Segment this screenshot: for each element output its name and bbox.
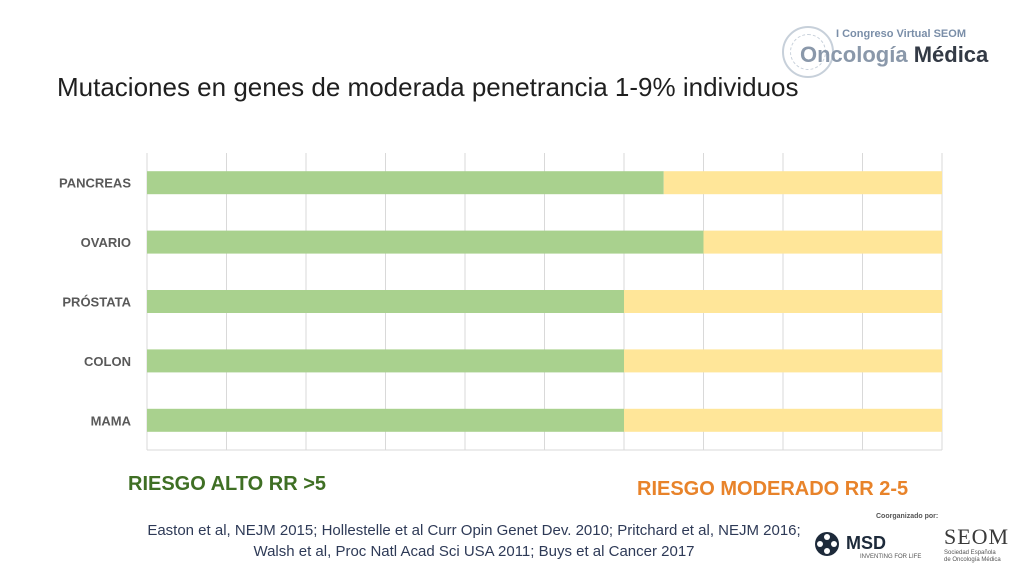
brand-logo: Oncología Médica	[800, 42, 988, 68]
category-label: PANCREAS	[59, 176, 131, 191]
bar-colon-series-2	[624, 349, 942, 373]
legend-moderate-risk: RIESGO MODERADO RR 2-5	[637, 478, 909, 500]
seom-name: SEOM	[944, 524, 1010, 549]
bar-ovario-series-1	[147, 230, 704, 254]
bar-pancreas-series-2	[663, 171, 942, 195]
coorganized-label: Coorganizado por:	[876, 513, 939, 520]
msd-tagline: INVENTING FOR LIFE	[860, 554, 922, 560]
seom-subtitle-1: Sociedad Española	[944, 550, 996, 556]
category-label: COLON	[84, 354, 131, 369]
bar-ovario-series-2	[703, 230, 942, 254]
references: Easton et al, NEJM 2015; Hollestelle et …	[124, 520, 824, 562]
legend-high-risk: RIESGO ALTO RR >5	[128, 473, 326, 495]
msd-mark-icon	[815, 532, 839, 556]
msd-logo: MSD INVENTING FOR LIFE	[812, 527, 922, 567]
seom-subtitle-2: de Oncología Médica	[944, 557, 1001, 563]
seom-logo: SEOM Sociedad Española de Oncología Médi…	[944, 524, 1016, 564]
congress-logo-inner-ring	[790, 34, 826, 70]
bar-mama-series-1	[147, 408, 624, 432]
bar-pancreas-series-1	[147, 171, 664, 195]
category-label: OVARIO	[81, 235, 131, 250]
bar-próstata-series-2	[624, 290, 942, 313]
category-label: PRÓSTATA	[62, 295, 131, 310]
reference-line-2: Walsh et al, Proc Natl Acad Sci USA 2011…	[253, 543, 695, 560]
bar-próstata-series-1	[147, 290, 624, 313]
brand-part2: Médica	[913, 42, 989, 67]
msd-name: MSD	[846, 533, 886, 553]
category-label: MAMA	[91, 413, 132, 428]
congress-logo-ring	[782, 26, 834, 78]
bar-colon-series-1	[147, 349, 624, 373]
slide-title: Mutaciones en genes de moderada penetran…	[57, 72, 799, 102]
reference-line-1: Easton et al, NEJM 2015; Hollestelle et …	[147, 522, 801, 539]
bar-mama-series-2	[624, 408, 942, 432]
brand-part1: Oncología	[800, 42, 908, 67]
congress-name: I Congreso Virtual SEOM	[836, 28, 966, 40]
